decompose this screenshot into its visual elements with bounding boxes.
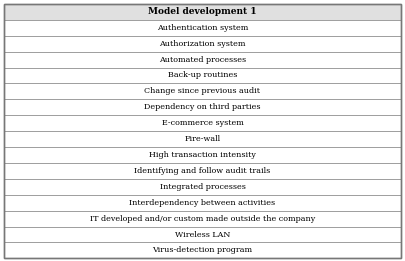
Text: High transaction intensity: High transaction intensity: [149, 151, 256, 159]
Text: Identifying and follow audit trails: Identifying and follow audit trails: [134, 167, 271, 175]
Bar: [4, 84, 401, 99]
Text: IT developed and/or custom made outside the company: IT developed and/or custom made outside …: [90, 215, 315, 223]
Text: Authentication system: Authentication system: [157, 24, 248, 32]
Bar: [4, 20, 401, 36]
Text: Authorization system: Authorization system: [159, 40, 246, 48]
Text: Automated processes: Automated processes: [159, 56, 246, 64]
Text: Virus-detection program: Virus-detection program: [152, 246, 253, 254]
Bar: [4, 52, 401, 68]
Bar: [4, 227, 401, 242]
Text: Integrated processes: Integrated processes: [160, 183, 245, 191]
Text: Back-up routines: Back-up routines: [168, 72, 237, 80]
Text: Change since previous audit: Change since previous audit: [145, 87, 260, 95]
Bar: [4, 179, 401, 195]
Bar: [4, 242, 401, 258]
Text: Interdependency between activities: Interdependency between activities: [130, 199, 275, 207]
Bar: [4, 163, 401, 179]
Text: Fire-wall: Fire-wall: [184, 135, 221, 143]
Bar: [4, 36, 401, 52]
Bar: [4, 147, 401, 163]
Bar: [4, 99, 401, 115]
Text: Wireless LAN: Wireless LAN: [175, 230, 230, 239]
Text: Model development 1: Model development 1: [148, 7, 257, 16]
Bar: [4, 68, 401, 84]
Text: E-commerce system: E-commerce system: [162, 119, 243, 127]
Text: Dependency on third parties: Dependency on third parties: [144, 103, 261, 111]
Bar: [4, 211, 401, 227]
Bar: [4, 115, 401, 131]
Bar: [4, 4, 401, 20]
Bar: [4, 195, 401, 211]
Bar: [4, 131, 401, 147]
